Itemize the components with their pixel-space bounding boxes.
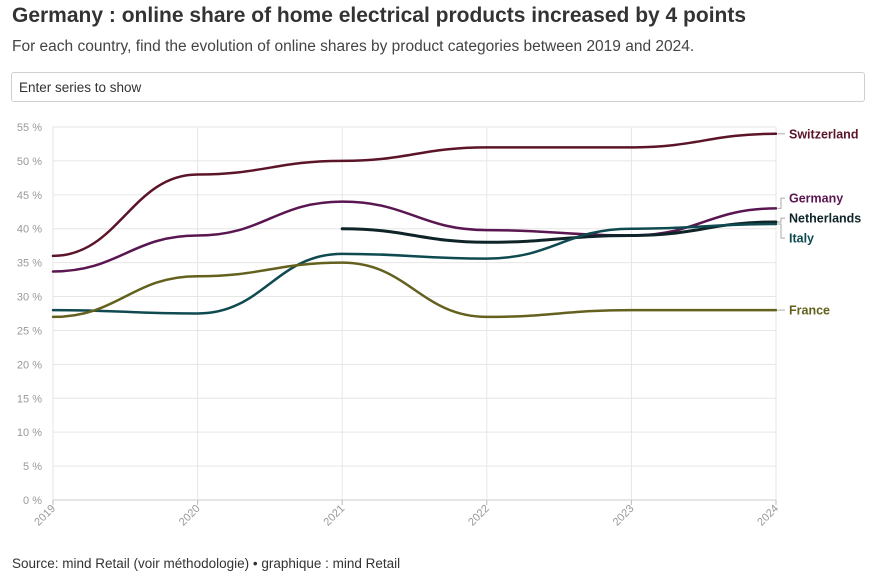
source-note: Source: mind Retail (voir méthodologie) … [12, 556, 401, 571]
y-tick-label: 50 % [17, 156, 42, 168]
series-label-france: France [789, 304, 830, 318]
y-tick-label: 35 % [17, 258, 42, 270]
label-connector [778, 223, 785, 239]
series-search-box[interactable] [11, 72, 865, 102]
series-line-switzerland[interactable] [51, 132, 778, 258]
y-tick-label: 30 % [17, 292, 42, 304]
y-axis: 0 % 5 % 10 % 15 % 20 % 25 % 30 % 35 % 40 % 45 % 50… [17, 122, 42, 507]
y-tick-label: 15 % [17, 393, 42, 405]
y-tick-label: 5 % [23, 461, 42, 473]
label-connector [778, 217, 785, 223]
series-line-netherlands[interactable] [340, 220, 778, 244]
y-tick-label: 25 % [17, 325, 42, 337]
series-label-netherlands: Netherlands [789, 212, 861, 226]
chart-subtitle: For each country, find the evolution of … [12, 38, 695, 55]
line-chart: 0 % 5 % 10 % 15 % 20 % 25 % 30 % 35 % 40 % 45 % 50… [17, 122, 861, 528]
y-tick-label: 55 % [17, 122, 42, 134]
y-tick-label: 0 % [23, 495, 42, 507]
x-tick-label: 2021 [322, 503, 348, 529]
x-tick-label: 2024 [755, 503, 781, 529]
series-labels: Switzerland Germany Netherlands Italy France [778, 127, 861, 318]
x-tick-label: 2020 [177, 503, 203, 529]
series-label-italy: Italy [789, 232, 814, 246]
series-label-germany: Germany [789, 192, 843, 206]
series-label-switzerland: Switzerland [789, 127, 858, 141]
x-tick-label: 2023 [611, 503, 637, 529]
y-tick-label: 40 % [17, 224, 42, 236]
series-line-france[interactable] [51, 261, 778, 319]
y-tick-label: 20 % [17, 359, 42, 371]
y-tick-label: 45 % [17, 190, 42, 202]
series-search-input[interactable] [12, 73, 864, 101]
series-line-italy[interactable] [51, 222, 778, 315]
chart-title: Germany : online share of home electrica… [12, 4, 747, 27]
x-tick-label: 2022 [466, 503, 492, 529]
x-axis: 2019 2020 2021 2022 2023 2024 [32, 500, 781, 528]
label-connector [778, 197, 785, 209]
series-lines [51, 132, 778, 319]
y-tick-label: 10 % [17, 427, 42, 439]
